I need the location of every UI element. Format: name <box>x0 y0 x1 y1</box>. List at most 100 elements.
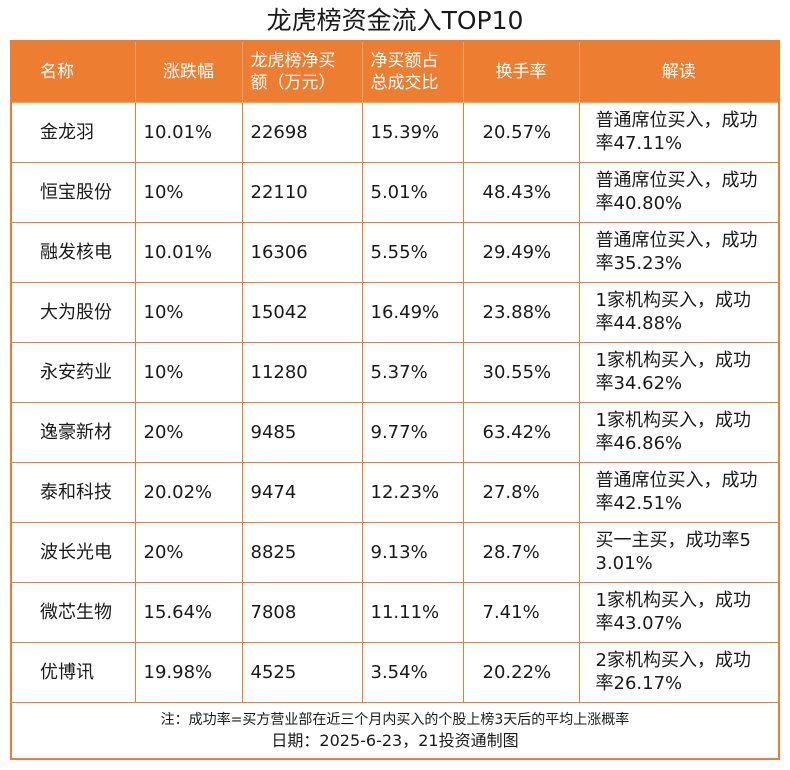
cell-ratio: 15.39% <box>361 101 464 163</box>
source-credit: 日期：2025-6-23，21投资通制图 <box>271 731 519 750</box>
cell-name: 恒宝股份 <box>12 161 136 223</box>
cell-name: 金龙羽 <box>12 101 136 163</box>
column-header-ratio-line1: 净买额占 <box>370 50 439 71</box>
cell-ratio: 9.13% <box>361 521 464 583</box>
table-row: 永安药业 10% 11280 5.37% 30.55% 1家机构买入，成功 率34… <box>12 341 778 403</box>
cell-name: 永安药业 <box>12 341 136 403</box>
data-table: 名称 涨跌幅 龙虎榜净买 额（万元） 净买额占 总成交比 换手率 解读 金龙羽 … <box>12 42 778 703</box>
column-header-turnover: 换手率 <box>462 42 580 103</box>
cell-ratio: 16.49% <box>361 281 464 343</box>
cell-ratio: 5.55% <box>361 221 464 283</box>
cell-reading-line1: 1家机构买入，成功 <box>595 290 751 311</box>
cell-turnover: 20.22% <box>462 641 580 703</box>
cell-reading-line2: 率40.80% <box>595 193 683 214</box>
cell-reading-line2: 率47.11% <box>595 133 683 154</box>
cell-turnover: 27.8% <box>462 461 580 523</box>
column-header-net-buy: 龙虎榜净买 额（万元） <box>241 42 363 103</box>
column-header-net-buy-line2: 额（万元） <box>250 72 336 93</box>
cell-reading-line2: 率44.88% <box>595 313 683 334</box>
cell-reading-line2: 率46.86% <box>595 433 683 454</box>
cell-reading-line1: 普通席位买入，成功 <box>595 470 758 491</box>
cell-reading-line1: 普通席位买入，成功 <box>595 170 758 191</box>
cell-reading: 普通席位买入，成功 率40.80% <box>578 161 778 223</box>
cell-reading-line2: 率43.07% <box>595 613 683 634</box>
cell-change: 10% <box>134 161 243 223</box>
cell-net-buy: 9474 <box>241 461 363 523</box>
column-header-name: 名称 <box>12 42 136 103</box>
cell-change: 20% <box>134 401 243 463</box>
cell-net-buy: 8825 <box>241 521 363 583</box>
cell-reading-line2: 率34.62% <box>595 373 683 394</box>
cell-change: 15.64% <box>134 581 243 643</box>
cell-ratio: 11.11% <box>361 581 464 643</box>
cell-reading: 1家机构买入，成功 率46.86% <box>578 401 778 463</box>
cell-ratio: 5.01% <box>361 161 464 223</box>
cell-reading: 普通席位买入，成功 率42.51% <box>578 461 778 523</box>
cell-reading: 1家机构买入，成功 率44.88% <box>578 281 778 343</box>
cell-turnover: 30.55% <box>462 341 580 403</box>
cell-reading: 普通席位买入，成功 率47.11% <box>578 101 778 163</box>
cell-turnover: 48.43% <box>462 161 580 223</box>
cell-reading: 1家机构买入，成功 率34.62% <box>578 341 778 403</box>
cell-change: 10% <box>134 281 243 343</box>
cell-net-buy: 15042 <box>241 281 363 343</box>
cell-turnover: 63.42% <box>462 401 580 463</box>
cell-name: 大为股份 <box>12 281 136 343</box>
cell-reading: 1家机构买入，成功 率43.07% <box>578 581 778 643</box>
table-row: 融发核电 10.01% 16306 5.55% 29.49% 普通席位买入，成功… <box>12 221 778 283</box>
cell-reading-line2: 率35.23% <box>595 253 683 274</box>
cell-reading-line1: 1家机构买入，成功 <box>595 410 751 431</box>
cell-turnover: 20.57% <box>462 101 580 163</box>
cell-change: 20% <box>134 521 243 583</box>
table-row: 逸豪新材 20% 9485 9.77% 63.42% 1家机构买入，成功 率46.… <box>12 401 778 463</box>
table-row: 微芯生物 15.64% 7808 11.11% 7.41% 1家机构买入，成功率… <box>12 581 778 643</box>
cell-ratio: 12.23% <box>361 461 464 523</box>
cell-reading-line1: 普通席位买入，成功 <box>595 230 758 251</box>
cell-turnover: 23.88% <box>462 281 580 343</box>
column-header-net-buy-line1: 龙虎榜净买 <box>250 50 336 71</box>
cell-reading: 买一主买，成功率5 3.01% <box>578 521 778 583</box>
cell-name: 融发核电 <box>12 221 136 283</box>
cell-turnover: 7.41% <box>462 581 580 643</box>
table-row: 泰和科技 20.02% 9474 12.23% 27.8% 普通席位买入，成功率… <box>12 461 778 523</box>
cell-ratio: 9.77% <box>361 401 464 463</box>
cell-change: 20.02% <box>134 461 243 523</box>
cell-net-buy: 11280 <box>241 341 363 403</box>
cell-turnover: 28.7% <box>462 521 580 583</box>
cell-name: 微芯生物 <box>12 581 136 643</box>
cell-turnover: 29.49% <box>462 221 580 283</box>
table-header-row: 名称 涨跌幅 龙虎榜净买 额（万元） 净买额占 总成交比 换手率 解读 <box>12 42 778 103</box>
cell-name: 优博讯 <box>12 641 136 703</box>
cell-net-buy: 16306 <box>241 221 363 283</box>
cell-change: 10% <box>134 341 243 403</box>
cell-change: 10.01% <box>134 101 243 163</box>
data-table-frame: 名称 涨跌幅 龙虎榜净买 额（万元） 净买额占 总成交比 换手率 解读 金龙羽 … <box>10 40 780 760</box>
cell-reading-line1: 1家机构买入，成功 <box>595 590 751 611</box>
column-header-reading: 解读 <box>578 42 778 103</box>
cell-reading-line1: 1家机构买入，成功 <box>595 350 751 371</box>
cell-reading: 2家机构买入，成功 率26.17% <box>578 641 778 703</box>
cell-name: 波长光电 <box>12 521 136 583</box>
cell-net-buy: 22698 <box>241 101 363 163</box>
page-title: 龙虎榜资金流入TOP10 <box>266 6 524 35</box>
cell-net-buy: 22110 <box>241 161 363 223</box>
cell-reading-line2: 3.01% <box>595 553 653 574</box>
footnote: 注：成功率=买方营业部在近三个月内买入的个股上榜3天后的平均上涨概率 <box>160 712 630 728</box>
cell-net-buy: 7808 <box>241 581 363 643</box>
cell-ratio: 5.37% <box>361 341 464 403</box>
cell-change: 10.01% <box>134 221 243 283</box>
table-row: 优博讯 19.98% 4525 3.54% 20.22% 2家机构买入，成功 率2… <box>12 641 778 703</box>
cell-ratio: 3.54% <box>361 641 464 703</box>
cell-reading-line2: 率26.17% <box>595 673 683 694</box>
table-row: 大为股份 10% 15042 16.49% 23.88% 1家机构买入，成功 率4… <box>12 281 778 343</box>
cell-net-buy: 4525 <box>241 641 363 703</box>
cell-name: 泰和科技 <box>12 461 136 523</box>
table-row: 金龙羽 10.01% 22698 15.39% 20.57% 普通席位买入，成功… <box>12 101 778 163</box>
table-row: 波长光电 20% 8825 9.13% 28.7% 买一主买，成功率5 3.01% <box>12 521 778 583</box>
column-header-ratio: 净买额占 总成交比 <box>361 42 464 103</box>
table-row: 恒宝股份 10% 22110 5.01% 48.43% 普通席位买入，成功 率40… <box>12 161 778 223</box>
column-header-ratio-line2: 总成交比 <box>370 72 439 93</box>
column-header-change: 涨跌幅 <box>134 42 243 103</box>
cell-reading-line1: 普通席位买入，成功 <box>595 110 758 131</box>
cell-reading-line2: 率42.51% <box>595 493 683 514</box>
